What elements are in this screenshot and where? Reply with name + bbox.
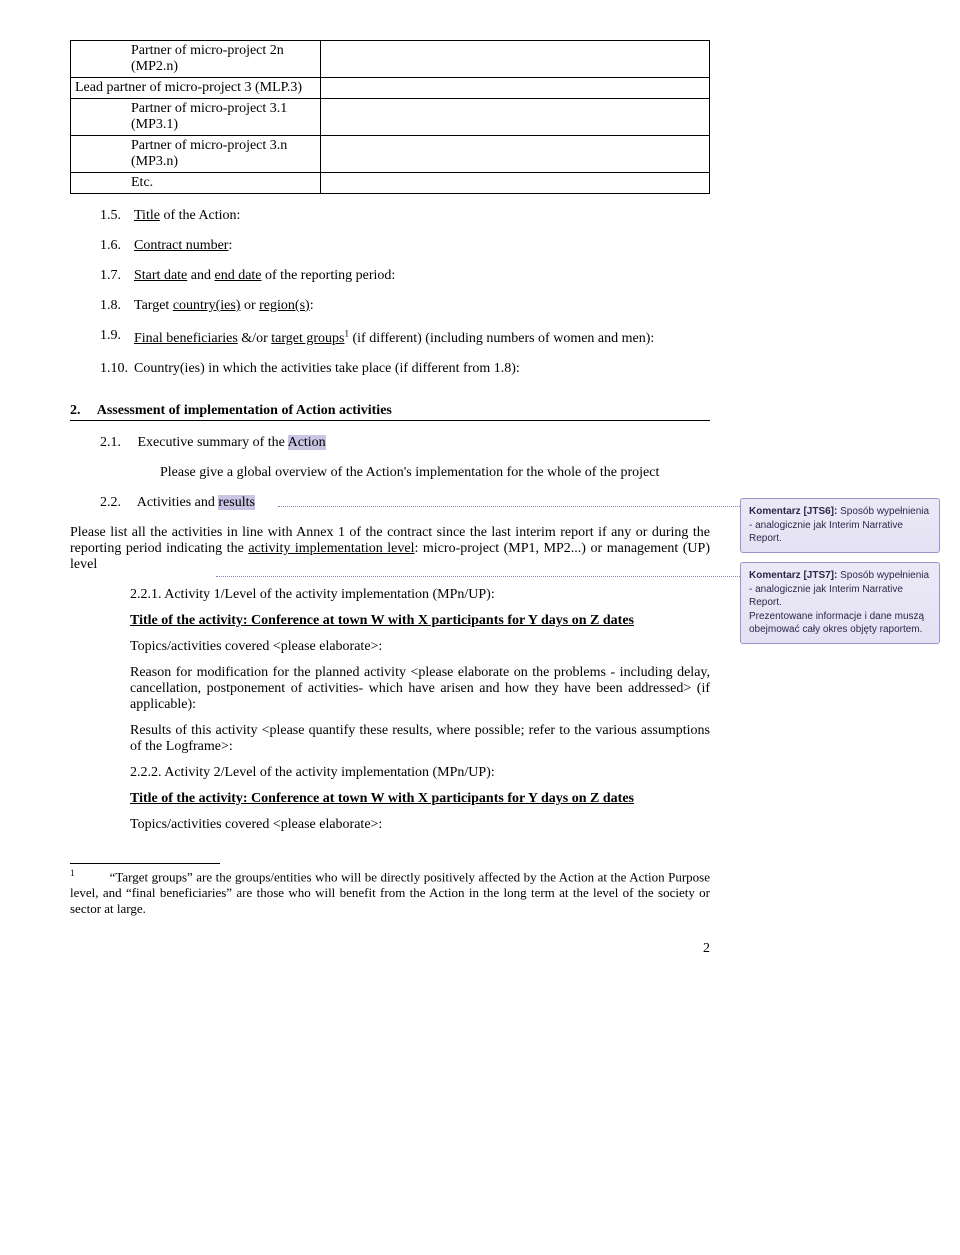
footnote-separator	[70, 863, 220, 864]
s221-num: 2.2.1.	[130, 587, 162, 602]
section-2-2-1: 2.2.1. Activity 1/Level of the activity …	[130, 587, 710, 833]
s221-title: Title of the activity: Conference at tow…	[130, 613, 634, 628]
section-2-heading: 2. Assessment of implementation of Actio…	[70, 403, 710, 421]
comment-connector	[216, 576, 740, 577]
s21-highlight: Action	[288, 435, 326, 450]
partner-value	[321, 78, 710, 99]
footnote-number: 1	[70, 868, 75, 878]
partners-table: Partner of micro-project 2n (MP2.n)Lead …	[70, 40, 710, 194]
numbered-item: 1.5.Title of the Action:	[100, 208, 720, 224]
s222-title: Title of the activity: Conference at tow…	[130, 791, 634, 806]
s22-label-pre: Activities and	[137, 495, 219, 510]
s22-highlight: results	[218, 495, 255, 510]
partner-label: Etc.	[71, 173, 321, 194]
s21-num: 2.1.	[100, 435, 134, 451]
s221-topics: Topics/activities covered <please elabor…	[130, 639, 710, 655]
partner-value	[321, 136, 710, 173]
s21-label-pre: Executive summary of the	[138, 435, 288, 450]
numbered-item: 1.8.Target country(ies) or region(s):	[100, 298, 720, 314]
table-row: Etc.	[71, 173, 710, 194]
numbered-item: 1.10.Country(ies) in which the activitie…	[100, 361, 720, 377]
comment-balloon[interactable]: Komentarz [JTS7]: Sposób wypełnienia - a…	[740, 562, 940, 644]
section-1-items: 1.5.Title of the Action: 1.6.Contract num…	[100, 208, 720, 377]
partner-value	[321, 41, 710, 78]
section-2-2: 2.2. Activities and results	[100, 495, 720, 511]
footnote-text: “Target groups” are the groups/entities …	[70, 869, 710, 916]
s22-body: Please list all the activities in line w…	[70, 525, 710, 573]
table-row: Lead partner of micro-project 3 (MLP.3)	[71, 78, 710, 99]
footnote: 1 “Target groups” are the groups/entitie…	[70, 868, 710, 917]
s222-topics: Topics/activities covered <please elabor…	[130, 817, 710, 833]
table-row: Partner of micro-project 3.1 (MP3.1)	[71, 99, 710, 136]
section-2-num: 2.	[70, 403, 94, 419]
page-number: 2	[70, 941, 710, 957]
table-row: Partner of micro-project 2n (MP2.n)	[71, 41, 710, 78]
s21-body: Please give a global overview of the Act…	[160, 465, 740, 481]
partner-label: Partner of micro-project 2n (MP2.n)	[71, 41, 321, 78]
document-page: Partner of micro-project 2n (MP2.n)Lead …	[0, 0, 720, 997]
partner-value	[321, 99, 710, 136]
partner-label: Partner of micro-project 3.1 (MP3.1)	[71, 99, 321, 136]
partner-label: Partner of micro-project 3.n (MP3.n)	[71, 136, 321, 173]
comment-connector	[278, 506, 740, 507]
s222-heading: Activity 2/Level of the activity impleme…	[164, 765, 495, 780]
numbered-item: 1.7.Start date and end date of the repor…	[100, 268, 720, 284]
section-2-title: Assessment of implementation of Action a…	[97, 403, 392, 418]
s221-results: Results of this activity <please quantif…	[130, 723, 710, 755]
s222-num: 2.2.2.	[130, 765, 162, 780]
s221-heading: Activity 1/Level of the activity impleme…	[164, 587, 495, 602]
numbered-item: 1.9.Final beneficiaries &/or target grou…	[100, 328, 720, 347]
partner-label: Lead partner of micro-project 3 (MLP.3)	[71, 78, 321, 99]
partner-value	[321, 173, 710, 194]
numbered-item: 1.6.Contract number:	[100, 238, 720, 254]
s221-reason: Reason for modification for the planned …	[130, 665, 710, 713]
section-2-1: 2.1. Executive summary of the Action Ple…	[100, 435, 720, 481]
table-row: Partner of micro-project 3.n (MP3.n)	[71, 136, 710, 173]
s22-num: 2.2.	[100, 495, 134, 511]
comment-balloon[interactable]: Komentarz [JTS6]: Sposób wypełnienia - a…	[740, 498, 940, 553]
